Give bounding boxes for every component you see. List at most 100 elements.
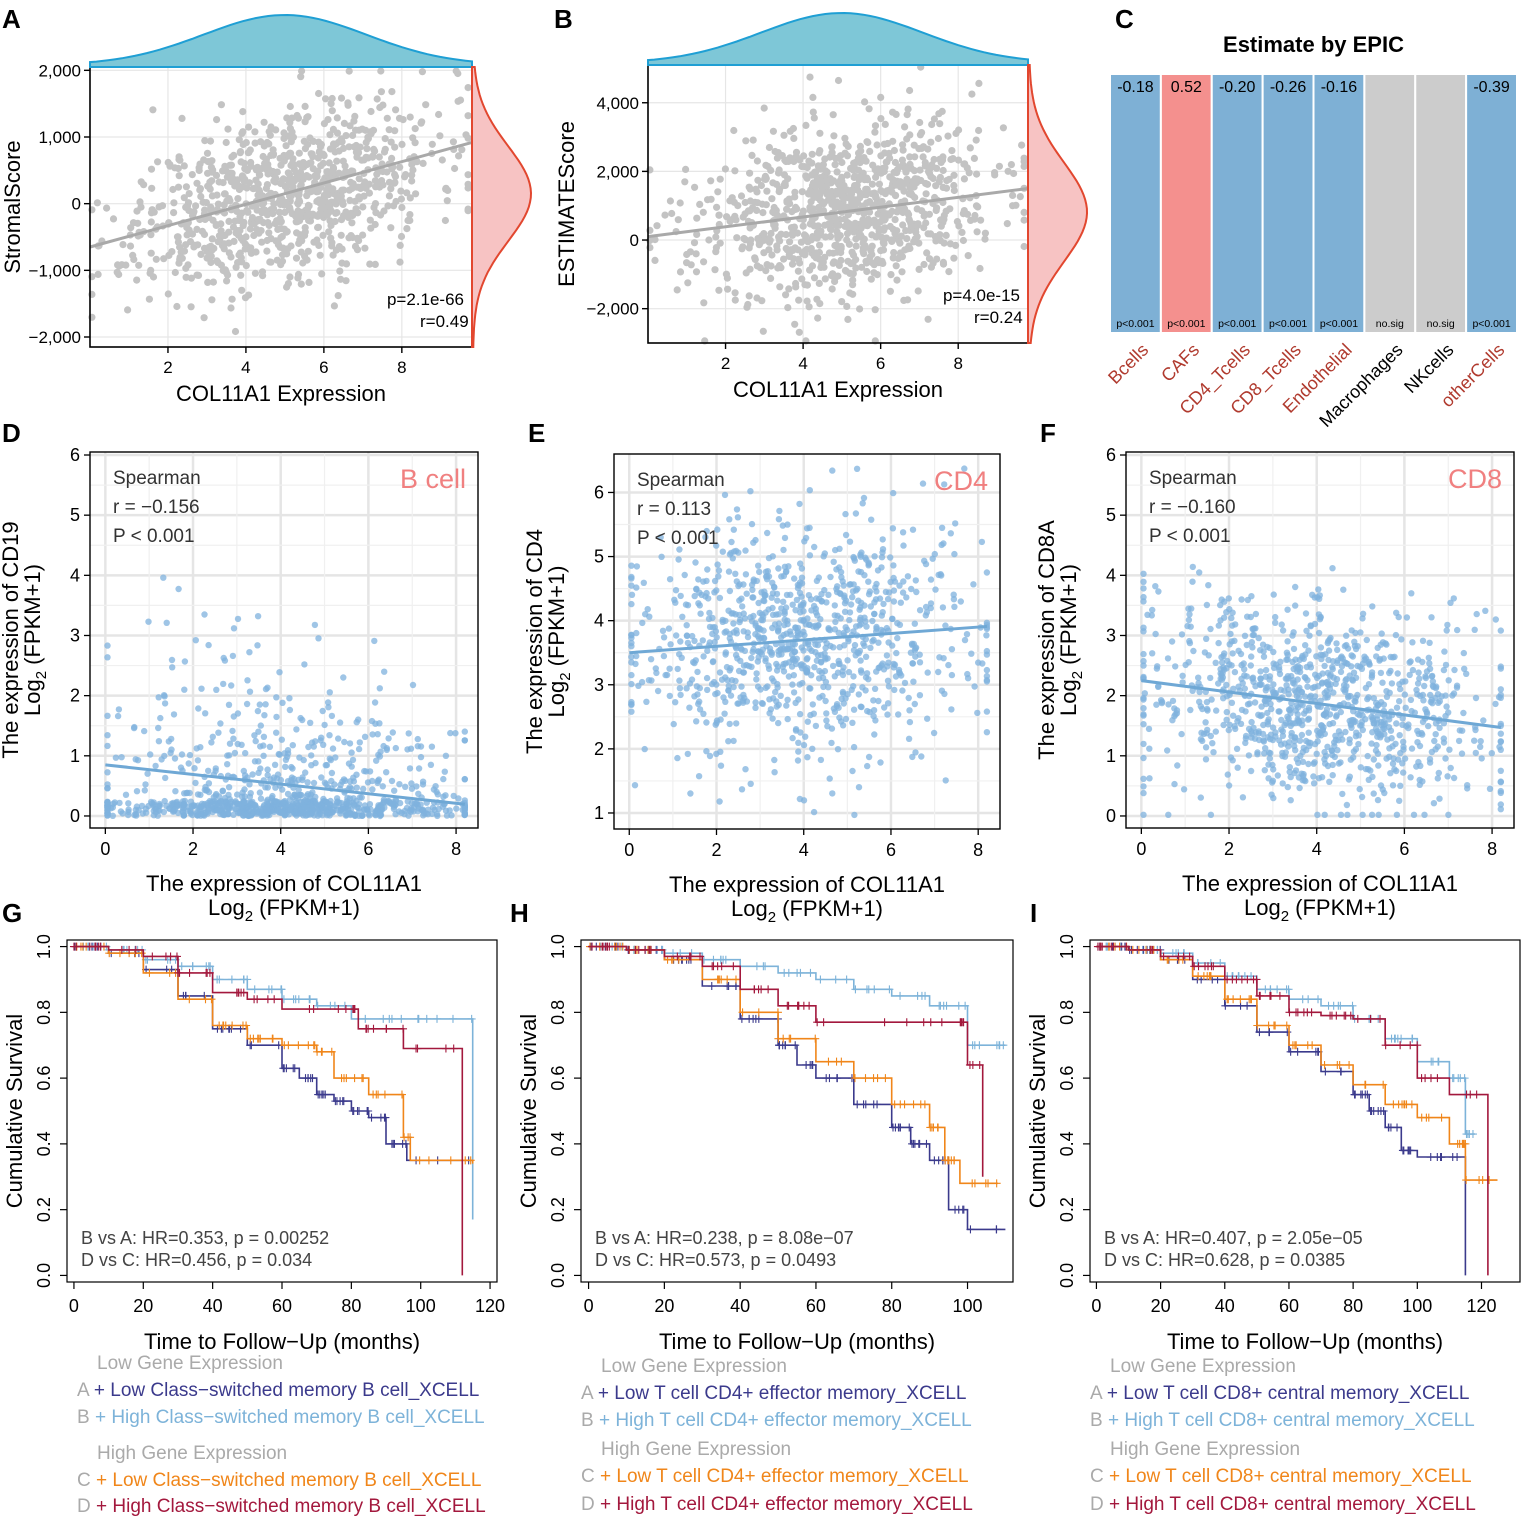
heatmap-title: Estimate by EPIC — [1223, 32, 1404, 57]
data-point — [1427, 698, 1435, 706]
regression-line — [647, 187, 1029, 239]
data-point — [219, 787, 226, 794]
data-point — [812, 249, 820, 257]
data-point — [771, 756, 778, 764]
data-point — [916, 607, 924, 614]
data-point — [936, 231, 944, 239]
data-point — [286, 706, 294, 714]
data-point — [376, 720, 383, 727]
data-point — [1409, 639, 1416, 646]
data-point — [975, 659, 982, 666]
data-point — [918, 129, 926, 137]
data-point — [815, 279, 823, 287]
data-point — [709, 658, 717, 666]
data-point — [396, 163, 404, 171]
data-point — [817, 756, 825, 764]
data-point — [667, 641, 674, 648]
data-point — [862, 554, 869, 561]
data-point — [863, 623, 870, 630]
heatmap-cell-cd4_tcells — [1210, 73, 1264, 334]
data-point — [847, 224, 856, 232]
panel-label-c: C — [1115, 4, 1134, 34]
data-point — [366, 768, 374, 775]
data-point — [850, 646, 858, 654]
data-point — [941, 481, 948, 488]
data-point — [1228, 614, 1235, 622]
data-point — [1140, 662, 1147, 669]
data-point — [273, 729, 280, 736]
data-point — [297, 208, 305, 216]
heatmap-cell-nkcells — [1414, 73, 1468, 334]
data-point — [1265, 761, 1272, 768]
data-point — [772, 688, 779, 696]
data-point — [1231, 637, 1238, 644]
data-point — [968, 90, 976, 98]
data-point — [903, 235, 911, 243]
data-point — [924, 669, 931, 676]
data-point — [137, 203, 145, 211]
data-point — [315, 196, 323, 204]
data-point — [1425, 722, 1432, 730]
data-point — [795, 739, 802, 746]
data-point — [775, 188, 783, 196]
data-point — [805, 190, 813, 198]
data-point — [889, 525, 897, 532]
data-point — [1009, 191, 1017, 199]
data-point — [983, 708, 991, 715]
data-point — [338, 138, 346, 146]
data-point — [304, 201, 312, 209]
data-point — [748, 520, 756, 528]
data-point — [916, 659, 924, 666]
data-point — [339, 200, 347, 208]
data-point — [923, 249, 931, 257]
data-point — [732, 611, 739, 618]
data-point — [1365, 681, 1373, 688]
data-point — [187, 303, 195, 311]
data-point — [891, 158, 900, 167]
data-point — [1207, 811, 1215, 818]
data-point — [1140, 711, 1147, 718]
data-point — [842, 715, 850, 723]
data-point — [786, 238, 794, 246]
data-point — [1187, 706, 1194, 714]
data-point — [1497, 801, 1505, 808]
data-point — [896, 582, 903, 589]
data-point — [703, 748, 710, 755]
data-point — [1018, 141, 1026, 149]
data-point — [349, 131, 357, 139]
data-point — [345, 806, 352, 813]
data-point — [1353, 729, 1360, 736]
data-point — [234, 791, 241, 798]
data-point — [1434, 775, 1442, 782]
data-point — [827, 573, 834, 581]
data-point — [831, 673, 838, 680]
data-point — [983, 666, 991, 674]
data-point — [1441, 648, 1448, 655]
data-point — [816, 129, 824, 137]
data-point — [147, 249, 155, 257]
data-point — [194, 757, 202, 764]
data-point — [331, 217, 339, 226]
data-point — [1215, 639, 1222, 647]
data-point — [224, 804, 231, 811]
data-point — [262, 701, 269, 708]
data-point — [633, 652, 640, 660]
data-point — [802, 534, 810, 542]
data-point — [847, 601, 855, 608]
data-point — [299, 159, 307, 167]
data-point — [739, 699, 747, 706]
data-point — [864, 762, 871, 770]
data-point — [1286, 768, 1293, 776]
data-point — [1140, 598, 1147, 605]
data-point — [711, 577, 719, 585]
data-point — [1215, 622, 1223, 629]
data-point — [1450, 595, 1458, 602]
data-point — [922, 219, 930, 227]
data-point — [919, 153, 927, 161]
data-point — [719, 616, 726, 624]
data-point — [350, 795, 357, 802]
data-point — [1458, 750, 1466, 757]
data-point — [981, 235, 989, 243]
data-point — [709, 630, 716, 638]
data-point — [1179, 679, 1186, 686]
